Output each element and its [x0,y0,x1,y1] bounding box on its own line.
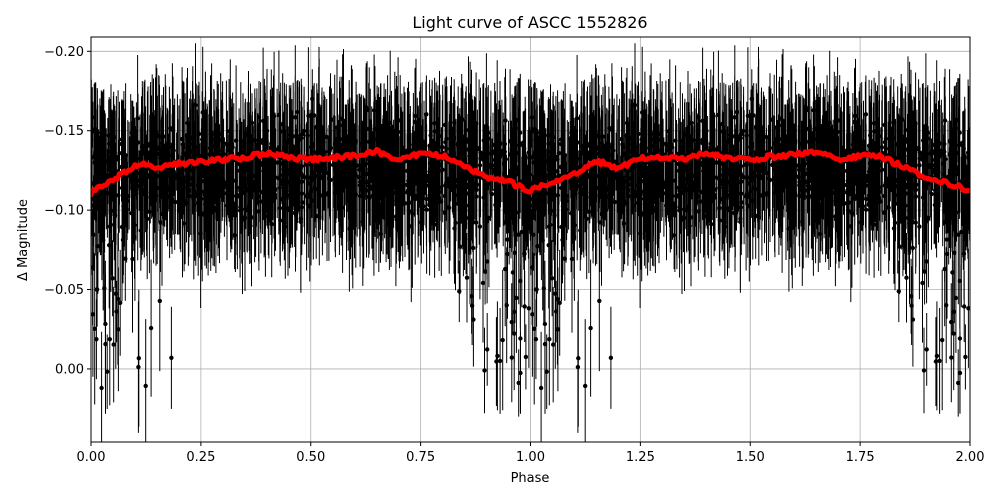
x-tick-label: 1.50 [736,450,765,465]
x-axis-ticks: 0.00 0.25 0.50 0.75 1.00 1.25 1.50 1.75 2.00 [77,442,985,465]
binned-mean-curve [91,147,970,197]
y-tick-label: −0.10 [44,204,84,219]
x-tick-label: 0.75 [406,450,435,465]
y-tick-label: −0.05 [44,283,84,298]
y-tick-label: −0.20 [44,45,84,60]
x-tick-label: 1.75 [846,450,875,465]
observation-points [91,43,970,442]
x-tick-label: 1.25 [626,450,655,465]
y-tick-label: 0.00 [55,362,84,377]
x-tick-label: 0.00 [77,450,106,465]
data-point-markers [91,96,970,391]
x-tick-label: 0.25 [186,450,215,465]
y-tick-label: −0.15 [44,124,84,139]
x-axis-label: Phase [511,471,550,486]
x-tick-label: 2.00 [956,450,985,465]
chart-title: Light curve of ASCC 1552826 [412,13,647,32]
y-axis-label: Δ Magnitude [16,199,31,281]
x-tick-label: 0.50 [296,450,325,465]
y-axis-ticks: −0.20 −0.15 −0.10 −0.05 0.00 [44,45,91,377]
x-tick-label: 1.00 [516,450,545,465]
